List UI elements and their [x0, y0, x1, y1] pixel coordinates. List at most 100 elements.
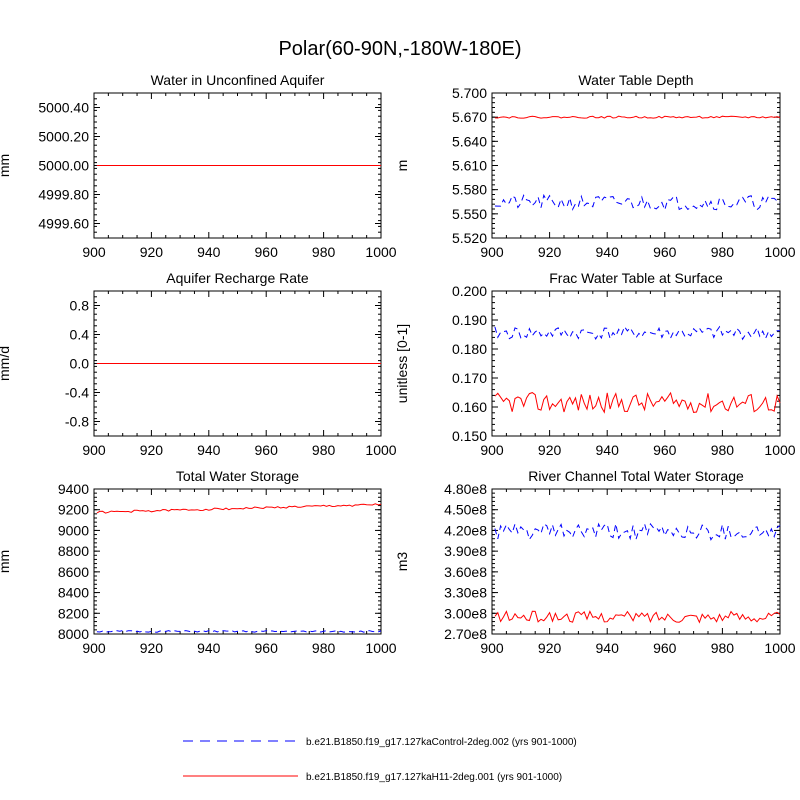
x-tick-label: 980 [312, 640, 336, 656]
y-tick-label: 5.700 [452, 85, 487, 101]
y-axis-label: unitless [0-1] [394, 324, 410, 403]
x-tick-label: 940 [596, 442, 620, 458]
x-tick-label: 920 [538, 442, 562, 458]
x-tick-label: 900 [480, 442, 504, 458]
x-tick-label: 920 [140, 244, 164, 260]
x-tick-label: 980 [711, 442, 735, 458]
plot-frame [491, 92, 781, 239]
series-h11-line [494, 115, 781, 119]
y-tick-label: 5.670 [452, 109, 487, 125]
x-tick-label: 960 [653, 244, 677, 260]
y-tick-label: 5.610 [452, 158, 487, 174]
figure-title: Polar(60-90N,-180W-180E) [278, 38, 521, 60]
y-tick-label: 8400 [58, 585, 89, 601]
y-tick-label: 8000 [58, 626, 89, 642]
y-tick-label: -0.4 [65, 385, 89, 401]
y-tick-label: -0.8 [65, 414, 89, 430]
x-tick-label: 1000 [365, 640, 396, 656]
series-h11-line [494, 391, 781, 414]
y-tick-label: 5.520 [452, 230, 487, 246]
x-tick-label: 1000 [764, 244, 795, 260]
x-tick-label: 980 [312, 244, 336, 260]
y-tick-label: 9400 [58, 481, 89, 497]
x-tick-label: 980 [711, 244, 735, 260]
y-tick-label: 0.170 [452, 370, 487, 386]
y-tick-label: 3.30e8 [444, 585, 487, 601]
x-tick-label: 1000 [764, 640, 795, 656]
y-tick-label: 0.150 [452, 428, 487, 444]
y-tick-label: 5000.20 [38, 129, 89, 145]
x-tick-label: 960 [255, 442, 279, 458]
y-tick-label: 4.50e8 [444, 502, 487, 518]
y-tick-label: 4.20e8 [444, 522, 487, 538]
y-axis-label: mm [0, 550, 12, 573]
y-tick-label: 8200 [58, 605, 89, 621]
x-tick-label: 920 [140, 640, 164, 656]
series-control-line [494, 325, 780, 341]
x-tick-label: 900 [480, 244, 504, 260]
y-axis-label: mm [0, 154, 12, 177]
series-control-line [96, 630, 382, 633]
legend-control-label: b.e21.B1850.f19_g17.127kaControl-2deg.00… [306, 737, 577, 748]
series-control-line [494, 193, 781, 212]
y-tick-label: 9200 [58, 502, 89, 518]
y-tick-label: 0.4 [70, 327, 90, 343]
y-tick-label: 5.640 [452, 133, 487, 149]
series-h11-line [494, 610, 781, 624]
panel-1: Water in Unconfined Aquifer mm 900 920 940 96… [0, 72, 397, 260]
y-tick-label: 2.70e8 [444, 626, 487, 642]
panel-title: Frac Water Table at Surface [549, 270, 723, 286]
y-axis-label: m3 [394, 552, 410, 572]
x-tick-label: 960 [255, 244, 279, 260]
panel-2: Water Table Depth m 900 920 940 960 980 1000 5.5… [394, 72, 796, 260]
x-tick-label: 940 [596, 640, 620, 656]
x-tick-label: 900 [82, 640, 106, 656]
x-tick-label: 900 [82, 244, 106, 260]
y-tick-label: 5.580 [452, 182, 487, 198]
panel-title: Total Water Storage [176, 468, 299, 484]
y-tick-label: 3.00e8 [444, 605, 487, 621]
y-tick-label: 0.200 [452, 283, 487, 299]
x-tick-label: 1000 [365, 244, 396, 260]
y-tick-label: 3.60e8 [444, 564, 487, 580]
legend: b.e21.B1850.f19_g17.127kaControl-2deg.00… [183, 737, 577, 783]
y-tick-label: 5000.00 [38, 158, 89, 174]
y-tick-label: 5.550 [452, 206, 487, 222]
y-tick-label: 4999.80 [38, 187, 89, 203]
y-tick-label: 4999.60 [38, 216, 89, 232]
x-tick-label: 980 [312, 442, 336, 458]
series-control-line [494, 522, 781, 542]
y-axis-label: m [394, 160, 410, 172]
x-tick-label: 940 [197, 244, 221, 260]
x-tick-label: 900 [82, 442, 106, 458]
y-tick-label: 8800 [58, 543, 89, 559]
y-tick-label: 8600 [58, 564, 89, 580]
y-axis-label: mm/d [0, 346, 12, 381]
y-tick-label: 5000.40 [38, 100, 89, 116]
y-tick-label: 3.90e8 [444, 543, 487, 559]
x-tick-label: 920 [538, 640, 562, 656]
y-tick-label: 0.8 [70, 298, 90, 314]
x-tick-label: 960 [653, 442, 677, 458]
x-tick-label: 960 [255, 640, 279, 656]
panel-title: River Channel Total Water Storage [528, 468, 744, 484]
panel-5: Total Water Storage mm 900 920 940 960 980 1000… [0, 468, 397, 656]
x-tick-label: 1000 [365, 442, 396, 458]
x-tick-label: 1000 [764, 442, 795, 458]
x-tick-label: 920 [140, 442, 164, 458]
panels-group: Water in Unconfined Aquifer mm 900 920 940 96… [0, 72, 796, 656]
x-tick-label: 960 [653, 640, 677, 656]
panel-4: Frac Water Table at Surface unitless [0-1… [394, 270, 796, 458]
x-tick-label: 940 [197, 442, 221, 458]
x-tick-label: 920 [538, 244, 562, 260]
panel-title: Aquifer Recharge Rate [166, 270, 309, 286]
legend-h11-label: b.e21.B1850.f19_g17.127kaH11-2deg.001 (y… [306, 772, 562, 783]
y-tick-label: 0.190 [452, 312, 487, 328]
x-tick-label: 980 [711, 640, 735, 656]
panel-3: Aquifer Recharge Rate mm/d 900 920 940 960 980… [0, 270, 397, 458]
y-tick-label: 4.80e8 [444, 481, 487, 497]
panel-6: River Channel Total Water Storage m3 900 92… [394, 468, 796, 656]
y-tick-label: 0.0 [70, 356, 90, 372]
y-tick-label: 0.160 [452, 399, 487, 415]
